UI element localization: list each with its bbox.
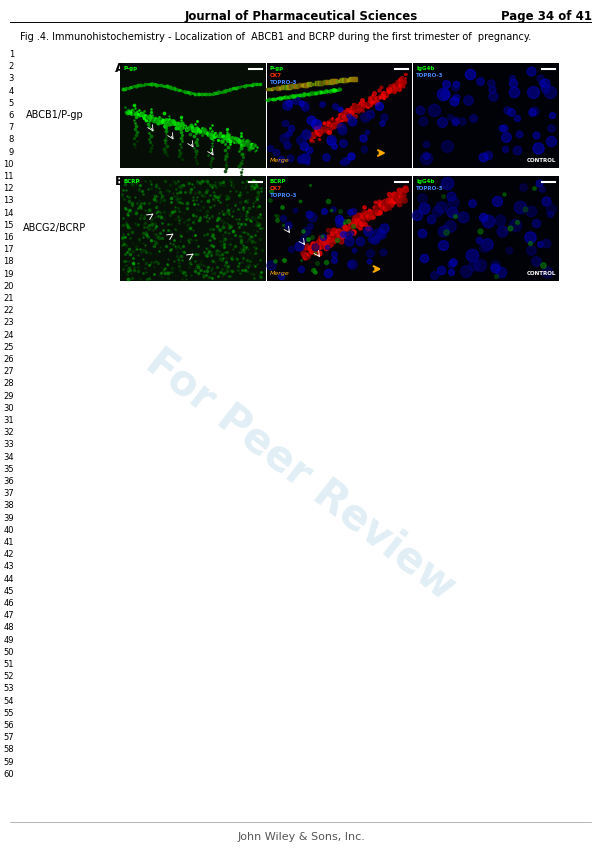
Text: 32: 32 [4,428,14,438]
Text: P-gp: P-gp [270,66,284,71]
Text: Journal of Pharmaceutical Sciences: Journal of Pharmaceutical Sciences [185,10,418,23]
Text: 16: 16 [4,233,14,242]
Text: 49: 49 [4,636,14,644]
Text: 40: 40 [4,526,14,535]
Text: ABCG2/BCRP: ABCG2/BCRP [23,223,87,233]
Text: 4: 4 [9,87,14,95]
Text: TOPRO-3: TOPRO-3 [270,193,297,198]
Text: ABCB1/P-gp: ABCB1/P-gp [26,111,84,120]
Text: 12: 12 [4,184,14,193]
Text: 46: 46 [4,599,14,608]
Text: 3: 3 [8,75,14,83]
Text: 1: 1 [9,50,14,59]
Text: 30: 30 [4,404,14,413]
Text: 8: 8 [8,136,14,144]
Text: 51: 51 [4,660,14,669]
Text: 43: 43 [4,562,14,571]
Text: A: A [115,62,124,75]
Bar [120,176,266,281]
Text: P-gp: P-gp [123,66,137,71]
Text: B: B [115,175,124,188]
Text: TOPRO-3: TOPRO-3 [416,73,444,78]
Text: 34: 34 [4,453,14,462]
Text: 58: 58 [4,746,14,754]
Text: CONTROL: CONTROL [526,271,556,276]
Text: 60: 60 [4,770,14,779]
Bar [267,63,412,168]
Text: 38: 38 [3,501,14,511]
Text: 5: 5 [9,99,14,108]
Text: CONTROL: CONTROL [526,158,556,163]
Text: 52: 52 [4,672,14,681]
Text: 57: 57 [4,734,14,742]
Text: 50: 50 [4,648,14,657]
Text: 31: 31 [4,416,14,425]
Text: 36: 36 [3,477,14,486]
Text: 39: 39 [4,514,14,523]
Text: Merge: Merge [270,271,290,276]
Text: 27: 27 [4,367,14,376]
Text: 33: 33 [3,440,14,450]
Text: 29: 29 [4,391,14,401]
Text: 13: 13 [4,196,14,205]
Text: 18: 18 [4,257,14,266]
Text: 54: 54 [4,697,14,705]
Text: 17: 17 [4,245,14,254]
Text: 26: 26 [4,355,14,364]
Text: 56: 56 [4,721,14,730]
Text: 28: 28 [4,379,14,389]
Text: 15: 15 [4,221,14,230]
Text: 10: 10 [4,160,14,169]
Text: 55: 55 [4,709,14,718]
Text: 2: 2 [9,62,14,71]
Text: 35: 35 [4,465,14,474]
Text: BCRP: BCRP [123,179,139,184]
Text: 59: 59 [4,758,14,766]
Text: Fig .4. Immunohistochemistry - Localization of  ABCB1 and BCRP during the first : Fig .4. Immunohistochemistry - Localizat… [20,32,531,42]
Text: IgG4b: IgG4b [416,66,435,71]
Bar [267,176,412,281]
Text: 37: 37 [3,489,14,498]
Text: Page 34 of 41: Page 34 of 41 [501,10,592,23]
Text: 20: 20 [4,281,14,291]
Text: 24: 24 [4,330,14,340]
Text: TOPRO-3: TOPRO-3 [270,80,297,85]
Text: TOPRO-3: TOPRO-3 [416,186,444,191]
Text: 41: 41 [4,538,14,547]
Text: 22: 22 [4,306,14,315]
Text: 19: 19 [4,269,14,279]
Text: 47: 47 [4,611,14,620]
Bar [413,176,559,281]
Text: Merge: Merge [270,158,290,163]
Bar [120,63,266,168]
Text: 25: 25 [4,343,14,352]
Text: 14: 14 [4,208,14,218]
Text: 23: 23 [4,318,14,328]
Text: 21: 21 [4,294,14,303]
Text: 9: 9 [9,148,14,157]
Text: For Peer Review: For Peer Review [138,341,463,607]
Text: 45: 45 [4,587,14,595]
Text: 44: 44 [4,575,14,583]
Text: 6: 6 [8,111,14,120]
Text: 42: 42 [4,550,14,559]
Text: 53: 53 [4,685,14,693]
Bar [413,63,559,168]
Text: 48: 48 [4,624,14,632]
Text: John Wiley & Sons, Inc.: John Wiley & Sons, Inc. [237,832,365,842]
Text: BCRP: BCRP [270,179,286,184]
Text: CK7: CK7 [270,186,282,191]
Text: 11: 11 [4,172,14,181]
Text: CK7: CK7 [270,73,282,78]
Text: 7: 7 [8,124,14,132]
Text: IgG4b: IgG4b [416,179,435,184]
